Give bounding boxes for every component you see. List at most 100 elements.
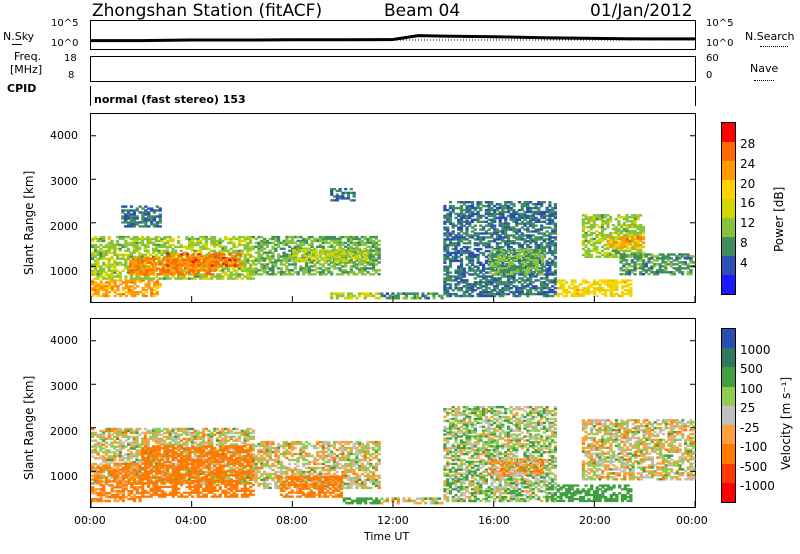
power-cell <box>465 294 469 298</box>
power-cell <box>288 259 292 262</box>
power-cell <box>479 208 483 212</box>
power-cell <box>205 269 209 272</box>
power-cell <box>153 263 157 266</box>
power-cell <box>604 283 608 286</box>
date-label: 01/Jan/2012 <box>590 1 693 21</box>
power-cell <box>446 234 450 237</box>
power-cell <box>581 233 585 237</box>
power-cell <box>443 222 447 225</box>
power-cell <box>678 271 682 274</box>
velocity-cell <box>99 457 103 460</box>
power-cell <box>506 224 511 227</box>
power-cell <box>639 259 643 262</box>
power-cell <box>493 212 497 216</box>
power-cell <box>154 275 158 278</box>
power-cell <box>476 259 480 263</box>
power-cell <box>335 239 339 243</box>
power-cell <box>631 251 635 255</box>
power-cell <box>506 242 511 245</box>
power-cell <box>143 237 147 241</box>
velocity-cell <box>140 437 145 440</box>
velocity-cell <box>160 472 164 476</box>
power-cell <box>468 259 472 263</box>
velocity-cell <box>93 462 97 466</box>
power-cell <box>484 259 488 263</box>
power-cell <box>496 263 501 266</box>
power-cell <box>307 243 311 247</box>
velocity-cell <box>140 443 145 446</box>
power-cell <box>606 285 611 288</box>
power-cell <box>170 267 174 270</box>
power-cell <box>265 241 269 245</box>
power-region-3 <box>166 253 243 267</box>
power-cell <box>517 294 522 298</box>
power-cell <box>567 287 571 290</box>
power-cell <box>229 259 233 262</box>
power-cell <box>537 201 541 204</box>
power-cell <box>363 292 367 295</box>
velocity-cell <box>138 443 142 446</box>
power-cell <box>218 245 222 249</box>
power-cell <box>686 271 690 274</box>
power-cell <box>535 273 539 276</box>
power-cell <box>374 259 378 262</box>
power-cell <box>523 222 527 225</box>
power-cell <box>545 283 549 286</box>
power-cell <box>620 294 625 298</box>
velocity-cell <box>163 431 167 435</box>
power-cell <box>515 289 519 292</box>
power-cell <box>446 265 450 268</box>
power-cell <box>366 294 370 298</box>
power-cell <box>152 211 157 214</box>
velocity-cell <box>102 437 106 440</box>
power-cell <box>548 265 552 268</box>
power-cell <box>169 258 173 262</box>
power-cell <box>498 210 502 214</box>
power-cell <box>277 235 281 239</box>
power-cell <box>524 252 528 256</box>
power-cell <box>366 239 370 243</box>
power-cell <box>118 271 122 274</box>
power-cell <box>642 245 646 248</box>
power-cell <box>516 256 520 260</box>
power-cell <box>448 263 453 266</box>
power-cell <box>611 253 615 257</box>
power-cell <box>150 273 154 276</box>
power-cell <box>124 209 128 212</box>
power-cell <box>502 269 506 272</box>
power-cell <box>633 233 637 237</box>
power-cell <box>374 253 378 256</box>
power-cell <box>639 224 643 227</box>
power-cell <box>526 244 530 247</box>
power-cell <box>545 206 549 210</box>
power-cell <box>548 212 552 216</box>
power-cell <box>515 259 519 263</box>
power-cell <box>604 292 608 296</box>
power-cell <box>451 236 455 239</box>
power-cell <box>628 241 632 245</box>
power-cell <box>501 230 505 233</box>
power-cell <box>342 250 346 254</box>
power-cell <box>548 279 552 282</box>
power-cell <box>197 257 201 260</box>
power-cell <box>144 291 148 294</box>
power-cell <box>473 283 477 286</box>
power-cell <box>138 241 142 245</box>
power-cell <box>214 267 218 270</box>
power-cell <box>377 261 381 264</box>
power-cell <box>506 228 511 231</box>
velocity-cell <box>121 480 125 483</box>
power-cell <box>107 269 111 272</box>
power-cell <box>146 243 150 247</box>
power-cell <box>118 273 122 276</box>
velocity-cell <box>146 464 150 468</box>
power-cell <box>681 271 685 274</box>
power-cell <box>124 249 128 253</box>
power-cell <box>603 233 607 237</box>
power-cell <box>314 254 318 257</box>
velocity-cell <box>140 476 145 479</box>
power-cell <box>603 222 607 225</box>
power-cell <box>510 256 514 260</box>
velocity-cell <box>110 461 114 464</box>
power-cell <box>476 273 480 276</box>
